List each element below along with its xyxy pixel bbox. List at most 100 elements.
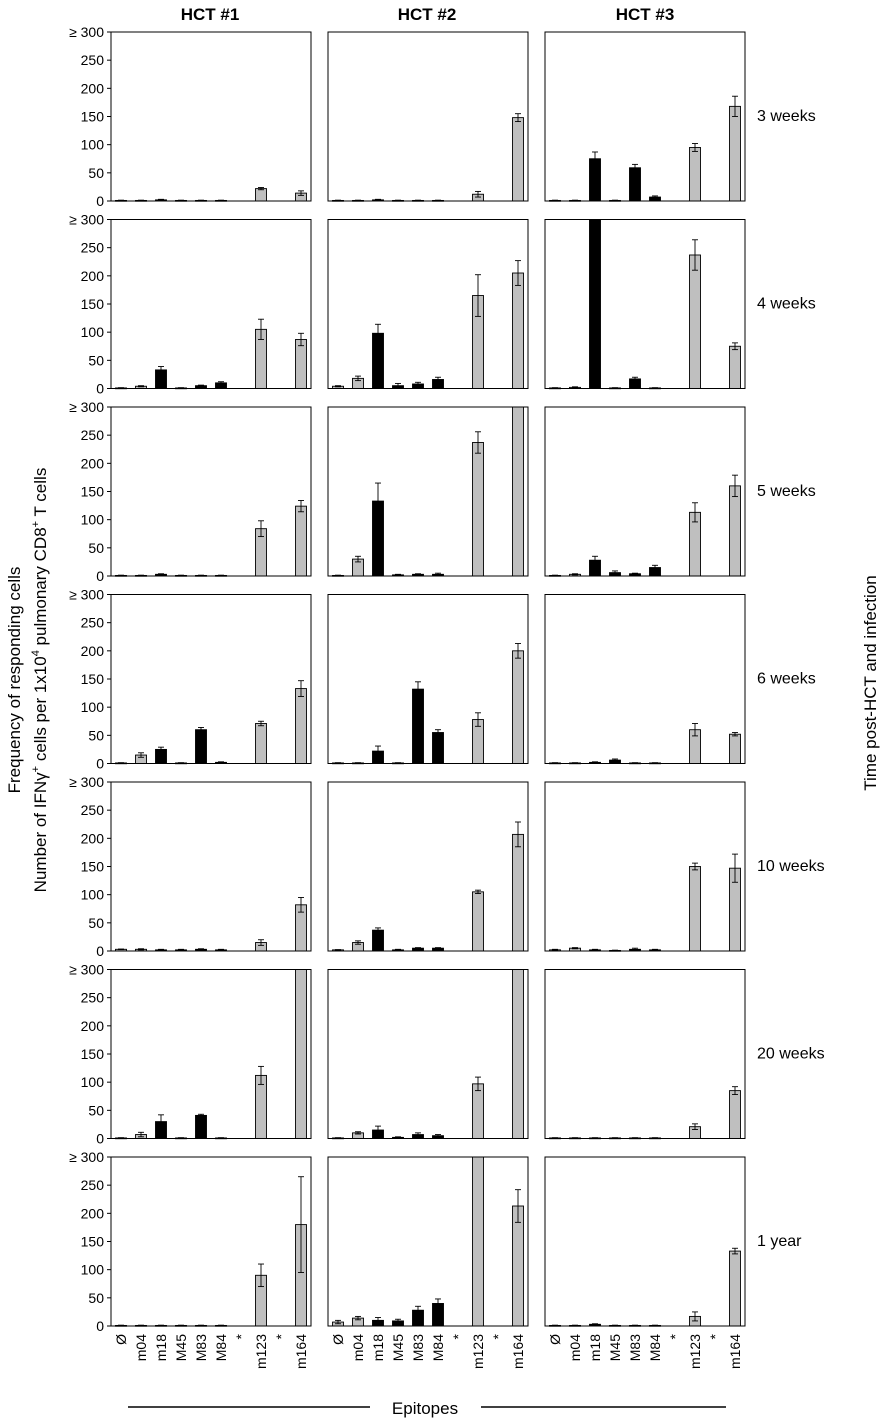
y-tick-label: 50 bbox=[88, 727, 104, 743]
y-tick-label: 50 bbox=[88, 1102, 104, 1118]
bar-m164 bbox=[295, 969, 307, 1139]
bar-m164 bbox=[512, 650, 524, 764]
y-tick-label: 250 bbox=[81, 240, 105, 256]
bar-m18 bbox=[589, 219, 601, 389]
bar-m123 bbox=[689, 866, 701, 952]
y-tick-label: 50 bbox=[88, 165, 104, 181]
panel-frame bbox=[327, 219, 529, 389]
x-tick-label: m04 bbox=[350, 1334, 366, 1361]
panel-frame bbox=[544, 969, 746, 1139]
panel-frame bbox=[544, 1156, 746, 1327]
bar-m164 bbox=[729, 105, 741, 202]
y-tick-label: 100 bbox=[81, 887, 105, 903]
panel-c1-r7: 0 50 100 150 200 250 ≥ 300 bbox=[69, 1149, 312, 1334]
panel-c2-r4 bbox=[327, 594, 529, 765]
x-tick-label: m04 bbox=[133, 1334, 149, 1361]
panel-c3-r1: 3 weeks bbox=[544, 31, 816, 202]
bar-M83 bbox=[629, 167, 641, 202]
panels: 0 50 100 150 200 250 ≥ 300 0 50 100 150 200 250 ≥ 300… bbox=[69, 24, 825, 1369]
panel-c3-r6: 20 weeks bbox=[544, 969, 825, 1140]
row-label: 5 weeks bbox=[757, 483, 816, 500]
x-tick-label: * bbox=[490, 1333, 506, 1339]
y-tick-label: 0 bbox=[96, 1318, 104, 1334]
row-label: 10 weeks bbox=[757, 858, 825, 875]
panel-frame bbox=[327, 406, 529, 577]
x-tick-label: M45 bbox=[607, 1334, 623, 1361]
panel-c2-r5 bbox=[327, 781, 529, 952]
y-tick-label: 50 bbox=[88, 352, 104, 368]
y-tick-label: 200 bbox=[81, 830, 105, 846]
y-tick-label: ≥ 300 bbox=[69, 212, 104, 228]
x-tick-label: m123 bbox=[687, 1334, 703, 1369]
bar-m164 bbox=[295, 339, 307, 389]
panel-c2-r1 bbox=[327, 31, 529, 202]
y-tick-label: 250 bbox=[81, 990, 105, 1006]
panel-c3-r2: 4 weeks bbox=[544, 219, 816, 390]
y-tick-label: 200 bbox=[81, 1018, 105, 1034]
panel-c1-r1: 0 50 100 150 200 250 ≥ 300 bbox=[69, 24, 312, 209]
bar-m123 bbox=[689, 147, 701, 202]
x-tick-label: Ø bbox=[547, 1334, 563, 1345]
y-tick-label: 100 bbox=[81, 699, 105, 715]
x-tick-label: M84 bbox=[647, 1334, 663, 1361]
y-tick-label: 150 bbox=[81, 109, 105, 125]
panel-c3-r7: 1 year bbox=[544, 1156, 802, 1327]
x-tick-label: M45 bbox=[390, 1334, 406, 1361]
y-tick-label: 150 bbox=[81, 1046, 105, 1062]
bar-m164 bbox=[295, 688, 307, 764]
x-tick-label: m123 bbox=[470, 1334, 486, 1369]
y-tick-label: 100 bbox=[81, 512, 105, 528]
y-tick-label: 100 bbox=[81, 1262, 105, 1278]
x-tick-label: Ø bbox=[113, 1334, 129, 1345]
y-tick-label: ≥ 300 bbox=[69, 399, 104, 415]
x-tick-label: M45 bbox=[173, 1334, 189, 1361]
row-label: 1 year bbox=[757, 1233, 802, 1250]
panel-c1-r2: 0 50 100 150 200 250 ≥ 300 bbox=[69, 212, 312, 397]
panel-frame bbox=[544, 31, 746, 202]
bar-m164 bbox=[512, 1205, 524, 1327]
y-tick-label: ≥ 300 bbox=[69, 962, 104, 978]
y-tick-label: 100 bbox=[81, 137, 105, 153]
panel-c2-r6 bbox=[327, 969, 529, 1140]
x-tick-label: m123 bbox=[253, 1334, 269, 1369]
y-axis-title-pre: Number of IFNγ bbox=[31, 772, 50, 892]
x-tick-label: Ø bbox=[330, 1334, 346, 1345]
row-label: 20 weeks bbox=[757, 1046, 825, 1063]
x-tick-label: m04 bbox=[567, 1334, 583, 1361]
panel-frame bbox=[544, 594, 746, 764]
y-axis-title-sup1: + bbox=[30, 766, 42, 772]
x-tick-label: M84 bbox=[430, 1334, 446, 1361]
panel-c1-r5: 0 50 100 150 200 250 ≥ 300 bbox=[69, 774, 312, 959]
bar-m123 bbox=[255, 1074, 267, 1139]
y-tick-label: 0 bbox=[96, 568, 104, 584]
bar-M84 bbox=[432, 732, 444, 764]
bar-m123 bbox=[472, 1156, 484, 1327]
y-axis-title-post: pulmonary CD8 bbox=[31, 527, 50, 650]
panel-frame bbox=[327, 31, 529, 202]
y-axis-title-sup2: 4 bbox=[30, 650, 42, 656]
bar-M83 bbox=[195, 1114, 207, 1139]
panel-c2-r2 bbox=[327, 219, 529, 389]
y-tick-label: ≥ 300 bbox=[69, 774, 104, 790]
row-label: 3 weeks bbox=[757, 108, 816, 125]
column-titles: HCT #1 HCT #2 HCT #3 bbox=[181, 5, 675, 24]
x-tick-label: M84 bbox=[213, 1334, 229, 1361]
panel-c1-r4: 0 50 100 150 200 250 ≥ 300 bbox=[69, 587, 312, 772]
y-tick-label: 250 bbox=[81, 1177, 105, 1193]
row-label: 6 weeks bbox=[757, 671, 816, 688]
x-tick-label: m18 bbox=[370, 1334, 386, 1361]
bar-m164 bbox=[729, 1250, 741, 1327]
x-tick-label: M83 bbox=[193, 1334, 209, 1361]
bar-m123 bbox=[472, 1083, 484, 1139]
bar-m123 bbox=[255, 723, 267, 764]
x-tick-label: * bbox=[667, 1333, 683, 1339]
panel-frame bbox=[544, 219, 746, 389]
panel-c3-r5: 10 weeks bbox=[544, 781, 825, 952]
panel-c2-r7 bbox=[327, 1156, 529, 1327]
panel-c3-r3: 5 weeks bbox=[544, 406, 816, 577]
panel-frame bbox=[110, 969, 312, 1139]
y-tick-label: 0 bbox=[96, 1131, 104, 1147]
y-tick-label: 50 bbox=[88, 915, 104, 931]
column-title-hct3: HCT #3 bbox=[616, 5, 675, 24]
